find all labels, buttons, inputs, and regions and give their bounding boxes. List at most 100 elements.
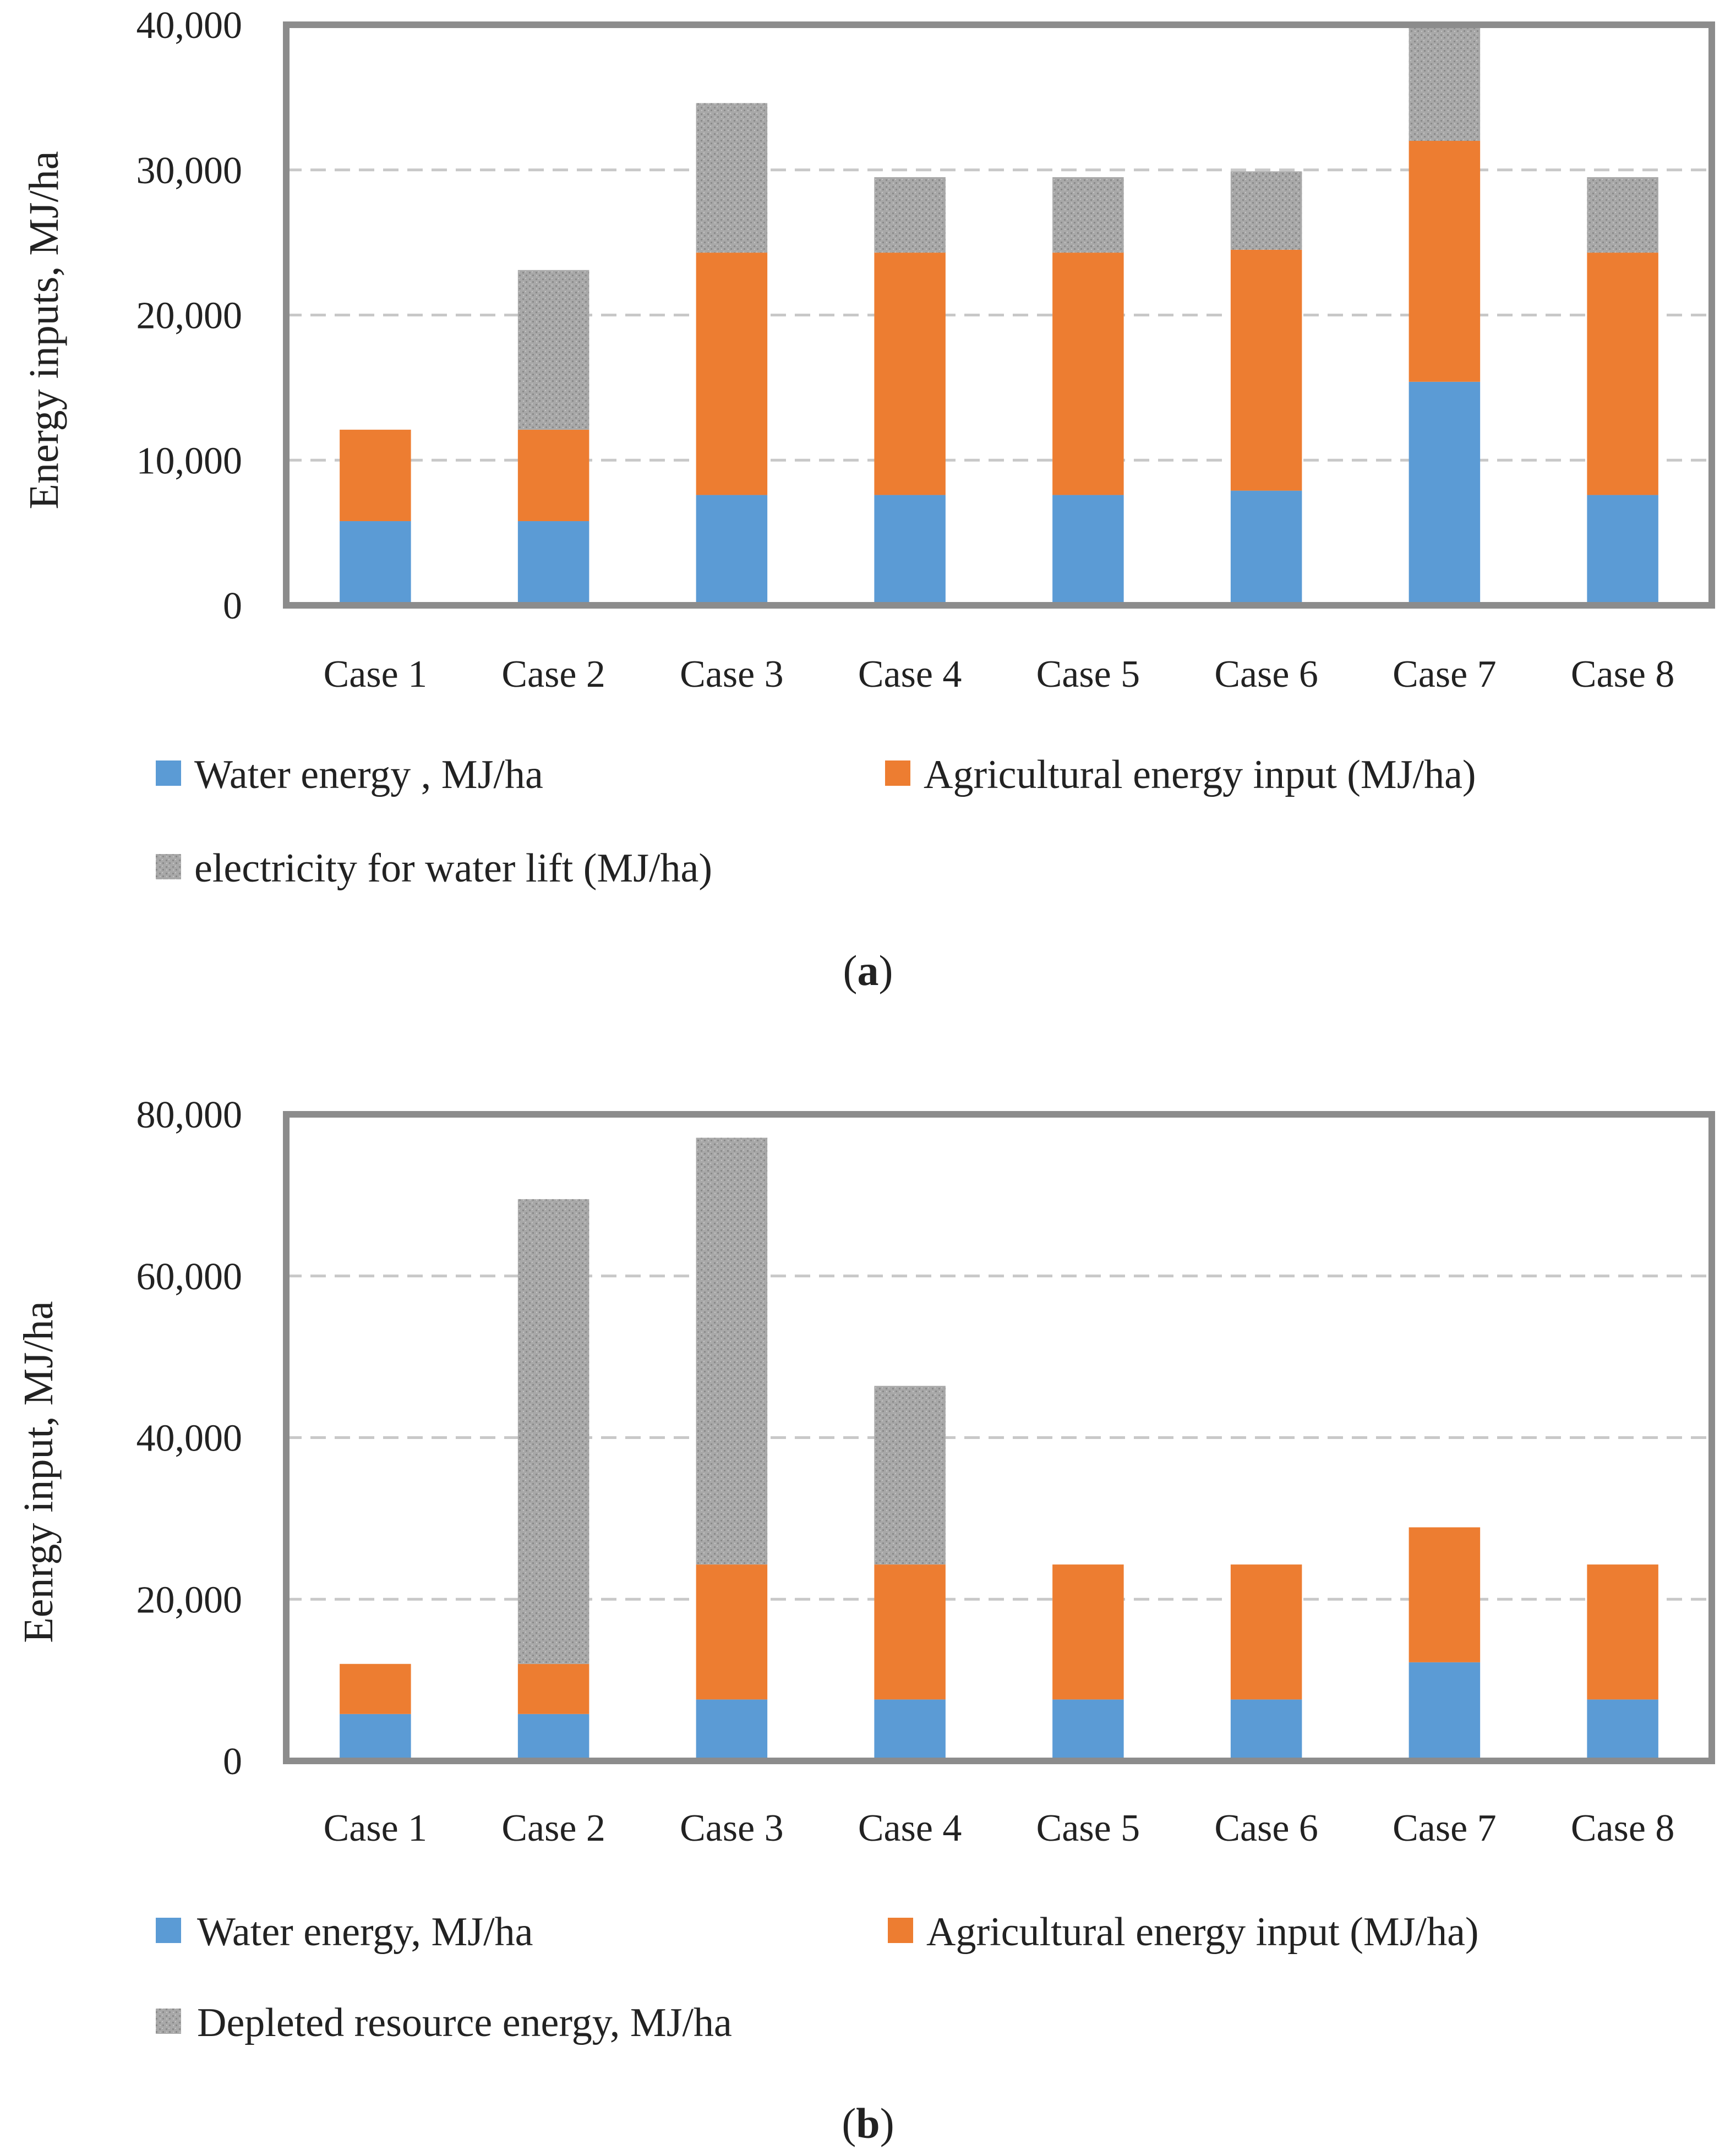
- bar-segment-water-energy: [1587, 1699, 1658, 1761]
- bar-segment-agricultural-energy: [1587, 253, 1658, 495]
- x-tick-labels: Case 1 Case 2 Case 3 Case 4 Case 5 Case 6 Case…: [324, 1807, 1675, 1849]
- x-tick-label: Case 5: [1036, 653, 1140, 696]
- bar-segment-third-component: [1230, 171, 1302, 250]
- bar-segment-third-component: [696, 103, 768, 253]
- bar-segment-water-energy: [1409, 381, 1481, 605]
- x-tick-label: Case 2: [501, 1807, 605, 1849]
- legend-item-agricultural-energy: Agricultural energy input (MJ/ha): [885, 752, 1476, 797]
- legend-label-electricity-water-lift: electricity for water lift (MJ/ha): [194, 846, 712, 891]
- bar-segment-third-component: [1587, 177, 1658, 253]
- y-axis-title: Eenrgy input, MJ/ha: [15, 1301, 62, 1643]
- legend-swatch-agricultural-energy: [888, 1918, 913, 1943]
- y-tick-label: 60,000: [137, 1256, 243, 1298]
- bar-segment-water-energy: [874, 495, 946, 605]
- bar-segment-agricultural-energy: [517, 1663, 589, 1714]
- plot-area-border: [283, 1111, 1715, 1764]
- plot-area-border: [283, 21, 1715, 609]
- gridlines: [286, 1274, 1712, 1601]
- legend-label-agricultural-energy: Agricultural energy input (MJ/ha): [924, 752, 1476, 797]
- legend-swatch-agricultural-energy: [885, 760, 910, 786]
- legend-item-water-energy: Water energy , MJ/ha: [156, 752, 543, 797]
- bar-segment-third-component: [874, 1386, 946, 1565]
- bar-segment-water-energy: [1230, 490, 1302, 605]
- bar-segment-third-component: [696, 1137, 768, 1565]
- bar-segment-third-component: [874, 177, 946, 253]
- x-tick-label: Case 4: [858, 1807, 962, 1849]
- y-tick-label: 40,000: [137, 4, 243, 47]
- bar-segment-agricultural-energy: [1409, 141, 1481, 382]
- bar-segment-water-energy: [1587, 495, 1658, 605]
- x-tick-label: Case 6: [1214, 1807, 1318, 1849]
- bar-segment-water-energy: [1409, 1662, 1481, 1761]
- legend-swatch-water-energy: [156, 760, 181, 786]
- legend-item-agricultural-energy: Agricultural energy input (MJ/ha): [888, 1909, 1479, 1955]
- legend-swatch-water-energy: [156, 1918, 181, 1943]
- y-tick-label: 0: [223, 1741, 242, 1783]
- bar-segment-agricultural-energy: [1230, 1564, 1302, 1700]
- bar-segment-agricultural-energy: [1230, 249, 1302, 491]
- bar-segment-water-energy: [874, 1699, 946, 1761]
- bar-segment-agricultural-energy: [1409, 1527, 1481, 1662]
- bar-segment-third-component: [1052, 177, 1124, 253]
- x-tick-labels: Case 1 Case 2 Case 3 Case 4 Case 5 Case 6 Case…: [324, 653, 1675, 696]
- x-tick-label: Case 4: [858, 653, 962, 696]
- y-tick-label: 20,000: [137, 295, 243, 337]
- x-tick-label: Case 8: [1571, 1807, 1675, 1849]
- y-tick-label: 30,000: [137, 150, 243, 192]
- legend-label-water-energy: Water energy , MJ/ha: [194, 752, 543, 797]
- bar-segment-agricultural-energy: [1587, 1564, 1658, 1700]
- bar-segment-water-energy: [696, 495, 768, 605]
- bar-segment-agricultural-energy: [874, 1564, 946, 1700]
- legend-label-depleted-resource-energy: Depleted resource energy, MJ/ha: [197, 2000, 732, 2045]
- bar-segment-water-energy: [340, 521, 411, 605]
- legend-swatch-depleted-resource-energy: [156, 2009, 181, 2034]
- legend-item-depleted-resource-energy: Depleted resource energy, MJ/ha: [156, 2000, 732, 2045]
- legend-label-agricultural-energy: Agricultural energy input (MJ/ha): [926, 1909, 1479, 1955]
- bars: [340, 1137, 1658, 1761]
- bar-segment-water-energy: [1230, 1699, 1302, 1761]
- figure-caption-b: (b): [842, 2099, 894, 2147]
- x-tick-label: Case 3: [680, 1807, 784, 1849]
- x-tick-label: Case 1: [324, 1807, 428, 1849]
- y-axis-title: Energy inputs, MJ/ha: [21, 151, 67, 510]
- bar-segment-third-component: [517, 270, 589, 430]
- bar-segment-third-component: [517, 1199, 589, 1664]
- x-tick-label: Case 7: [1393, 1807, 1497, 1849]
- bar-segment-water-energy: [1052, 1699, 1124, 1761]
- legend-label-water-energy: Water energy, MJ/ha: [197, 1909, 533, 1955]
- bar-segment-agricultural-energy: [340, 429, 411, 522]
- bar-segment-agricultural-energy: [696, 253, 768, 495]
- bar-segment-water-energy: [696, 1699, 768, 1761]
- x-tick-label: Case 7: [1393, 653, 1497, 696]
- x-tick-label: Case 8: [1571, 653, 1675, 696]
- bar-segment-agricultural-energy: [1052, 1564, 1124, 1700]
- legend: Water energy , MJ/ha Agricultural energy…: [156, 752, 1476, 891]
- bar-segment-water-energy: [517, 1714, 589, 1761]
- y-tick-labels: 0 10,000 20,000 30,000 40,000: [137, 4, 243, 627]
- y-tick-label: 80,000: [137, 1094, 243, 1136]
- y-tick-labels: 0 20,000 40,000 60,000 80,000: [137, 1094, 243, 1783]
- x-tick-label: Case 6: [1214, 653, 1318, 696]
- bar-segment-agricultural-energy: [874, 253, 946, 495]
- figure-caption-a: (a): [843, 946, 893, 994]
- x-tick-label: Case 5: [1036, 1807, 1140, 1849]
- bar-segment-agricultural-energy: [517, 429, 589, 522]
- x-tick-label: Case 3: [680, 653, 784, 696]
- y-tick-label: 20,000: [137, 1579, 243, 1621]
- y-tick-label: 40,000: [137, 1418, 243, 1460]
- bar-segment-water-energy: [517, 521, 589, 605]
- legend-item-electricity-water-lift: electricity for water lift (MJ/ha): [156, 846, 712, 891]
- bar-segment-third-component: [1409, 25, 1481, 141]
- bar-segment-agricultural-energy: [1052, 253, 1124, 495]
- y-tick-label: 0: [223, 585, 242, 627]
- x-tick-label: Case 1: [324, 653, 428, 696]
- x-tick-label: Case 2: [501, 653, 605, 696]
- y-tick-label: 10,000: [137, 440, 243, 482]
- bar-segment-agricultural-energy: [340, 1663, 411, 1714]
- bars: [340, 25, 1658, 605]
- gridlines: [286, 168, 1712, 462]
- legend-swatch-electricity-water-lift: [156, 854, 181, 879]
